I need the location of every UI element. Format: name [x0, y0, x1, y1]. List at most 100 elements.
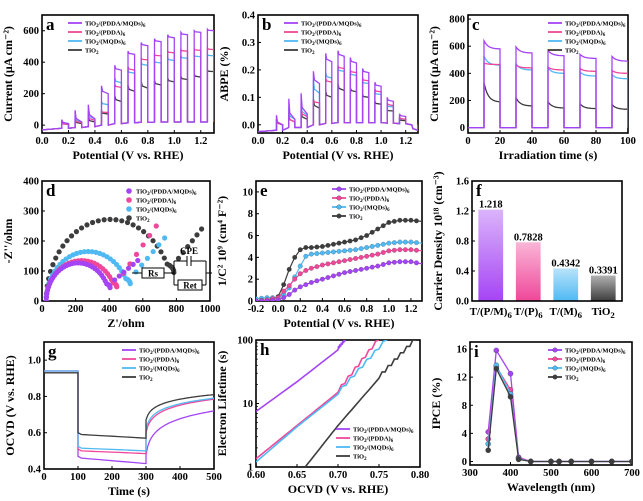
x-tick-label: 40 — [527, 136, 538, 147]
x-axis-label: Potential (V vs. RHE) — [72, 148, 183, 162]
y-tick-label: 16 — [457, 345, 468, 356]
y-tick-label: 0.8 — [28, 392, 41, 403]
data-point — [303, 282, 309, 288]
data-point — [162, 235, 168, 241]
data-point — [397, 217, 403, 223]
data-point — [127, 281, 133, 287]
x-tick-label: 0.6 — [325, 136, 338, 147]
data-point — [325, 261, 331, 267]
data-point — [303, 245, 309, 250]
data-point — [369, 244, 375, 249]
data-point — [556, 458, 562, 465]
data-point — [331, 241, 336, 247]
x-tick-label: 20 — [495, 136, 506, 147]
panel-letter: h — [260, 340, 270, 359]
data-point — [391, 247, 397, 253]
x-tick-label: 0.2 — [62, 136, 75, 147]
legend-label: TiO2/(PDDA)6 — [136, 197, 177, 206]
data-point — [64, 238, 70, 244]
cpe-label: CPE — [180, 246, 198, 256]
x-axis-label: Potential (V vs. RHE) — [283, 316, 394, 330]
x-tick-label: 1.0 — [375, 136, 388, 147]
y-tick-label: 2 — [248, 275, 253, 286]
legend-label: TiO2 — [139, 374, 153, 383]
y-tick-label: 1.6 — [456, 177, 469, 188]
data-point — [386, 260, 392, 266]
data-point — [336, 248, 342, 254]
data-point — [60, 243, 66, 249]
data-point — [308, 251, 314, 257]
x-tick-label: 60 — [559, 136, 570, 147]
x-tick-label: 0.75 — [370, 470, 388, 481]
plot-frame — [255, 339, 421, 468]
data-point — [286, 266, 292, 272]
data-point — [135, 257, 141, 264]
data-point — [336, 259, 342, 265]
plot-frame — [43, 341, 215, 470]
data-point — [375, 242, 381, 248]
x-tick-label: 300 — [138, 472, 154, 483]
data-point — [380, 250, 386, 255]
data-point — [130, 261, 136, 267]
x-tick-label: 100 — [620, 136, 636, 147]
data-point — [180, 249, 186, 256]
data-point — [286, 283, 292, 289]
data-point — [107, 285, 113, 291]
y-axis-label: ABPE (%) — [217, 47, 231, 102]
legend-label: TiO2/(PDDA/MQDs)6 — [349, 186, 410, 195]
data-point — [408, 217, 414, 223]
data-point — [303, 268, 309, 273]
y-tick-label: 200 — [23, 89, 39, 100]
legend-label: TiO2 — [136, 215, 150, 224]
data-point — [386, 220, 392, 225]
x-tick-label: 0 — [465, 136, 470, 147]
data-point — [320, 250, 325, 256]
x-axis-label: Wavelength (nm) — [507, 480, 595, 494]
data-point — [53, 255, 59, 261]
data-point — [325, 275, 331, 280]
data-point — [140, 242, 146, 248]
data-point — [320, 262, 325, 268]
legend-label: TiO2/(PDDA/MQDs)6 — [565, 20, 626, 29]
data-point — [369, 264, 375, 270]
data-point — [189, 238, 195, 244]
data-point — [150, 238, 156, 244]
data-point — [114, 284, 120, 290]
x-tick-label: 0.0 — [251, 136, 264, 147]
data-point — [78, 225, 85, 231]
legend-label: TiO2/(PDDA/MQDs)6 — [301, 20, 362, 29]
data-point — [414, 260, 419, 266]
data-point — [161, 255, 167, 261]
series-line — [304, 340, 416, 467]
y-tick-label: 100 — [237, 336, 253, 347]
legend-marker — [336, 186, 342, 192]
data-point — [256, 298, 259, 301]
x-tick-label: 1.0 — [168, 136, 181, 147]
x-tick-label: 0.4 — [88, 136, 102, 147]
data-point — [281, 295, 287, 301]
data-point — [308, 265, 314, 271]
data-point — [568, 458, 575, 465]
plot-frame — [469, 341, 633, 466]
data-point — [286, 292, 292, 297]
data-point — [101, 217, 107, 223]
y-tick-label: 100 — [23, 267, 39, 278]
legend: TiO2/(PDDA/MQDs)6TiO2/(PDDA)6TiO2/(MQDs)… — [336, 426, 414, 462]
data-point — [331, 249, 336, 255]
data-point — [408, 247, 414, 253]
panel-a: 0.0 0.2 0.4 0.6 0.8 1.0 1.2 0 200 400 600 Potential… — [1, 14, 215, 162]
data-point — [119, 218, 125, 224]
legend-label: TiO2 — [565, 374, 579, 383]
data-point — [275, 297, 281, 301]
legend-label: TiO2/(PDDA/MQDs)6 — [85, 20, 146, 29]
legend: TiO2/(PDDA/MQDs)6TiO2/(PDDA)6TiO2/(MQDs)… — [126, 188, 197, 224]
panel-letter: d — [46, 181, 56, 200]
series-line — [258, 50, 418, 133]
data-point — [369, 229, 375, 235]
x-tick-label: 200 — [104, 472, 120, 483]
data-point — [85, 248, 91, 255]
legend-label: TiO2/(PDDA)6 — [85, 29, 126, 38]
y-tick-label: 1.0 — [28, 356, 41, 367]
legend-label: TiO2/(PDDA/MQDs)6 — [136, 188, 197, 197]
plot-frame — [257, 14, 419, 134]
